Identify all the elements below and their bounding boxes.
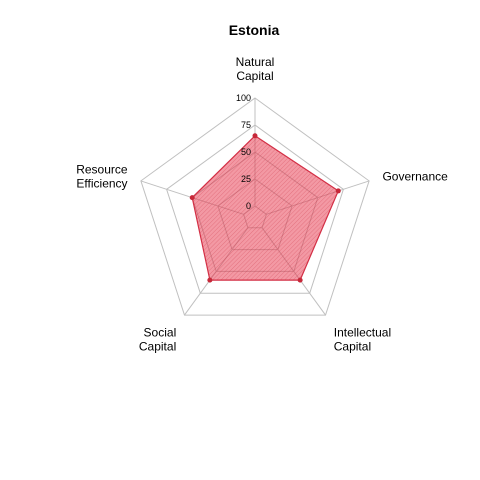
data-point — [297, 277, 303, 283]
axis-labels: Natural Capital Governance Intellectual Capi… — [76, 55, 448, 353]
data-point — [207, 277, 213, 283]
axis-label: Natural Capital — [236, 55, 275, 83]
grid-ring-75 — [166, 124, 344, 294]
tick-label: 25 — [241, 174, 251, 184]
series-outline — [191, 135, 340, 281]
data-point — [335, 188, 341, 194]
axis-label: Governance — [382, 170, 448, 184]
axis-label: Social Capital — [139, 325, 176, 353]
grid-ring-100 — [140, 97, 370, 316]
data-point — [189, 195, 195, 201]
axis-label: Resource Efficiency — [76, 163, 128, 191]
tick-label: 0 — [246, 201, 251, 211]
tick-label: 50 — [241, 147, 251, 157]
axis-label: Intellectual Capital — [334, 325, 391, 353]
radial-tick-labels: 0 25 50 75 100 — [236, 93, 251, 211]
chart-title: Estonia — [229, 22, 280, 38]
data-point — [252, 133, 258, 139]
tick-label: 100 — [236, 93, 251, 103]
radar-series — [189, 133, 341, 283]
tick-label: 75 — [241, 120, 251, 130]
